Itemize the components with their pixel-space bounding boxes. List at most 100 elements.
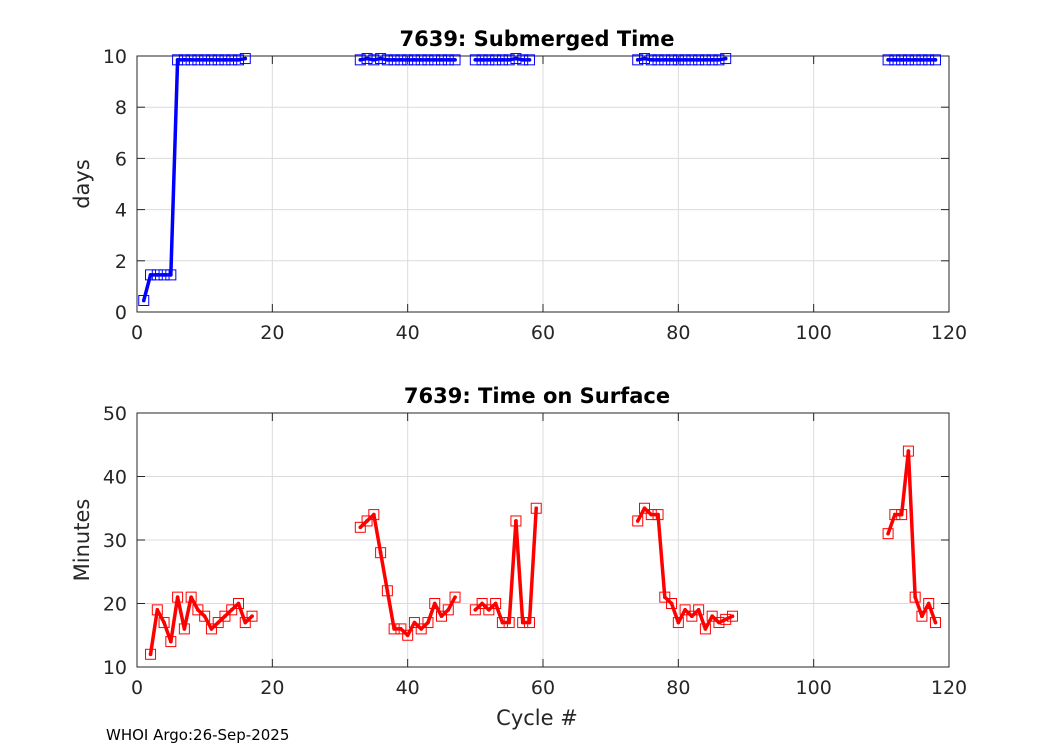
data-point-dot	[669, 58, 674, 62]
data-point-dot	[236, 601, 241, 606]
series-line-segment	[236, 601, 248, 625]
data-point-dot	[717, 620, 721, 625]
data-point-marker	[483, 604, 495, 616]
data-point-dot	[906, 449, 911, 453]
data-point-dot	[913, 595, 917, 599]
data-point-dot	[169, 273, 173, 277]
series-line-segment	[378, 550, 390, 593]
data-point-dot	[439, 58, 444, 62]
data-point-marker	[679, 604, 691, 616]
data-point-dot	[527, 620, 532, 625]
y-tick-label: 2	[115, 251, 127, 273]
data-point-marker	[442, 604, 454, 616]
data-point-dot	[432, 58, 437, 62]
data-point-dot	[399, 627, 403, 631]
data-point-dot	[493, 58, 498, 62]
series-line-segment	[189, 595, 200, 612]
data-point-marker	[233, 54, 244, 66]
data-point-dot	[216, 58, 220, 62]
data-point-marker	[672, 617, 684, 629]
x-tick-label: 80	[666, 322, 690, 344]
series-line-segment	[656, 512, 667, 599]
data-point-marker	[476, 598, 488, 609]
data-point-marker	[639, 502, 650, 514]
y-tick-label: 50	[103, 403, 127, 425]
y-axis-label: days	[70, 159, 94, 209]
data-point-dot	[635, 58, 640, 62]
y-tick-label: 10	[103, 46, 127, 68]
submerged-time-chart: 0 20 40 60 80 100 120 0 2 4 6 8 10 7639: Submerged Ti…	[70, 27, 967, 344]
data-point-dot	[426, 58, 430, 62]
data-point-dot	[663, 58, 667, 62]
y-tick-label: 4	[115, 200, 127, 222]
data-point-dot	[703, 627, 708, 631]
data-point-dot	[162, 620, 166, 625]
data-point-marker	[151, 604, 163, 616]
data-point-dot	[473, 58, 478, 62]
data-point-dot	[392, 627, 396, 631]
data-point-dot	[209, 627, 214, 631]
axes-box	[136, 412, 950, 668]
data-point-dot	[372, 58, 376, 62]
data-point-dot	[405, 58, 410, 62]
data-point-dot	[893, 58, 897, 62]
footer-stamp: WHOI Argo:26-Sep-2025	[106, 726, 290, 744]
series-line-segment	[676, 608, 687, 625]
data-point-dot	[690, 58, 694, 62]
data-point-dot	[487, 58, 491, 62]
data-point-dot	[886, 58, 890, 62]
data-point-dot	[635, 519, 640, 523]
data-point-marker	[381, 585, 393, 597]
series-line-segment	[527, 506, 538, 625]
data-point-marker	[882, 528, 894, 540]
data-point-marker	[354, 54, 366, 66]
x-tick-label: 120	[931, 322, 967, 344]
data-point-dot	[696, 608, 701, 612]
data-point-marker	[192, 604, 204, 616]
series-line-segment	[142, 273, 153, 303]
y-axis-label: Minutes	[70, 499, 94, 582]
series-line-segment	[385, 589, 396, 631]
data-point-dot	[507, 620, 511, 625]
data-point-dot	[412, 620, 417, 625]
data-point-dot	[534, 506, 539, 511]
data-point-dot	[899, 512, 904, 517]
data-point-dot	[690, 614, 694, 618]
data-point-dot	[500, 620, 505, 625]
data-point-dot	[899, 58, 904, 62]
data-point-dot	[717, 58, 721, 62]
data-point-dot	[365, 56, 369, 61]
data-point-marker	[652, 509, 664, 521]
data-point-dot	[656, 58, 660, 62]
data-point-marker	[158, 617, 170, 629]
series-line-segment	[906, 449, 917, 599]
series-line-segment	[169, 595, 180, 644]
data-point-marker	[686, 610, 698, 622]
data-point-marker	[408, 617, 420, 629]
data-point-marker	[185, 591, 197, 603]
data-point-marker	[199, 610, 211, 622]
x-tick-label: 0	[131, 677, 143, 699]
series-line-segment	[405, 620, 417, 637]
series-line-segment	[426, 601, 437, 625]
data-point-dot	[223, 614, 227, 618]
series-line-segment	[169, 58, 180, 277]
data-point-dot	[642, 56, 647, 61]
data-point-dot	[663, 595, 667, 599]
x-tick-label: 40	[396, 677, 420, 699]
data-point-marker	[368, 54, 380, 66]
data-point-marker	[659, 591, 671, 603]
data-point-dot	[243, 620, 248, 625]
data-point-dot	[446, 58, 451, 62]
data-point-dot	[223, 58, 227, 62]
y-tick-label: 20	[103, 594, 127, 616]
data-point-dot	[480, 58, 484, 62]
surface-time-chart: 0 20 40 60 80 100 120 10 20 30 40 50 7639: Time on S…	[70, 384, 967, 730]
data-point-marker	[929, 617, 941, 629]
data-point-dot	[487, 608, 491, 612]
data-point-dot	[710, 614, 714, 618]
series-line-segment	[202, 614, 214, 631]
data-point-dot	[189, 58, 193, 62]
data-point-dot	[182, 58, 187, 62]
